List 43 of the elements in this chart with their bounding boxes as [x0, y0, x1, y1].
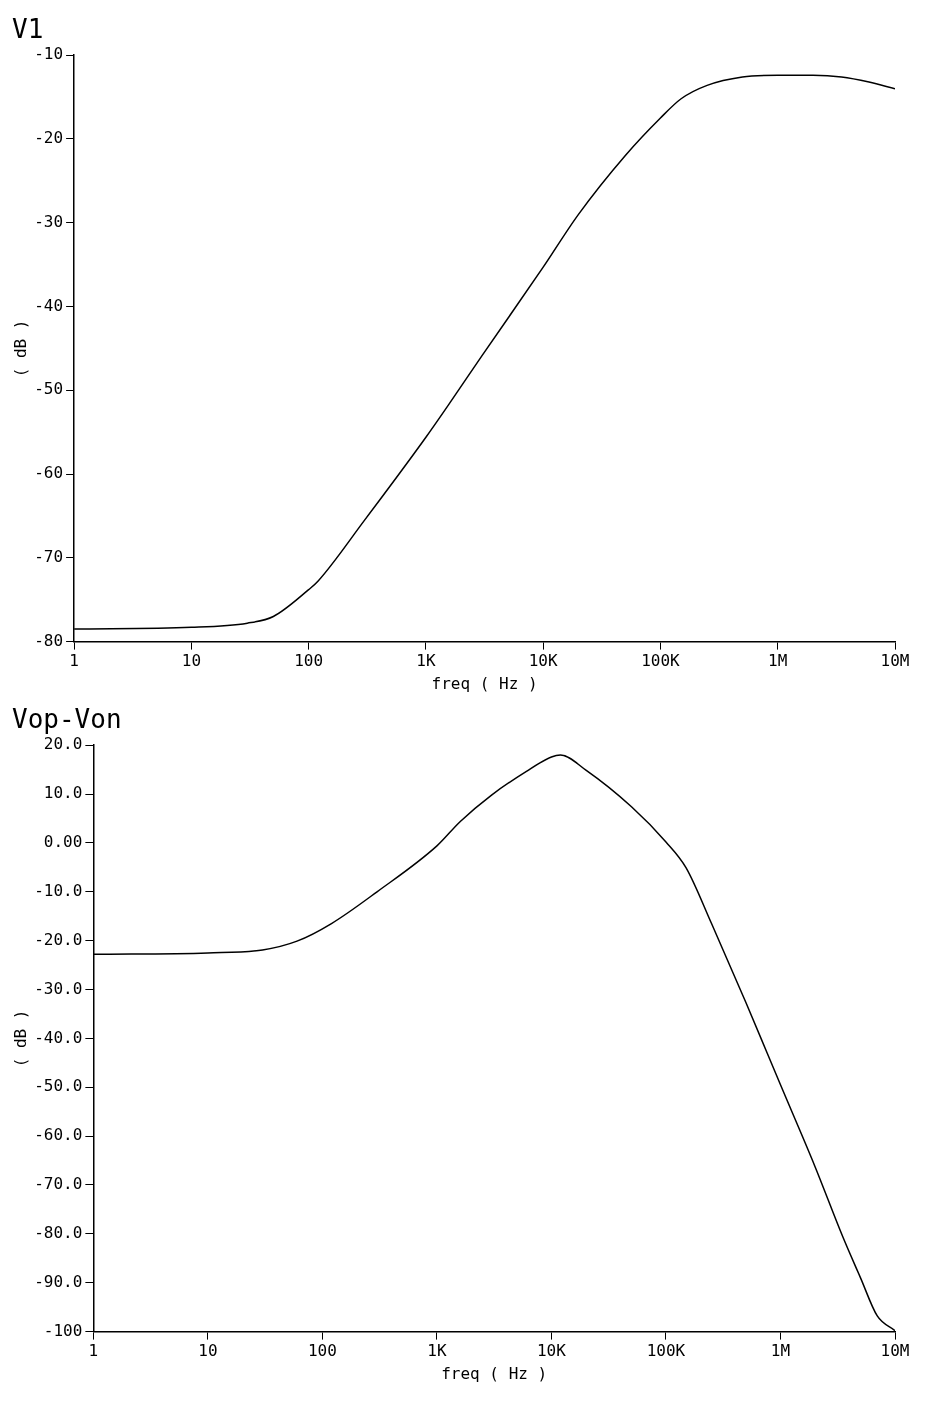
y-tick-label: -50.0	[34, 1076, 83, 1096]
y-tick-label: -30	[34, 211, 64, 231]
x-tick-label: 10K	[536, 1341, 567, 1361]
x-tick-label: 1M	[770, 1341, 791, 1361]
y-tick-label: -10	[34, 44, 64, 64]
y-tick-label: -30.0	[34, 978, 83, 998]
y-tick-label: -20.0	[34, 929, 83, 949]
x-tick-label: 1K	[427, 1341, 447, 1361]
x-tick-label: 100K	[646, 1341, 686, 1361]
x-tick-label: 10M	[880, 1341, 910, 1361]
chart-title: Vop-Von	[12, 704, 122, 735]
y-tick-label: 0.00	[43, 832, 83, 852]
x-tick-label: 100K	[641, 651, 681, 671]
y-tick-label: -70.0	[34, 1174, 83, 1194]
x-axis-title: freq ( Hz )	[431, 673, 538, 693]
y-tick-label: -60	[34, 463, 64, 483]
y-axis-title: ( dB )	[10, 1009, 30, 1068]
y-tick-label: -10.0	[34, 880, 83, 900]
chart-title: V1	[12, 14, 44, 45]
y-tick-label: 20.0	[43, 734, 83, 754]
x-tick-label: 10	[181, 651, 201, 671]
y-tick-label: -40.0	[34, 1027, 83, 1047]
y-tick-label: -80.0	[34, 1223, 83, 1243]
x-tick-label: 10K	[528, 651, 558, 671]
y-tick-label: -70	[34, 546, 64, 566]
y-tick-label: -20	[34, 128, 64, 148]
x-axis-title: freq ( Hz )	[441, 1363, 548, 1383]
y-tick-label: -60.0	[34, 1125, 83, 1145]
y-tick-label: -100	[43, 1320, 83, 1340]
x-tick-label: 10M	[880, 651, 910, 671]
y-tick-label: -80	[34, 630, 64, 650]
y-axis-title: ( dB )	[10, 319, 30, 378]
y-tick-label: -40	[34, 295, 64, 315]
y-tick-label: -90.0	[34, 1271, 83, 1291]
x-tick-label: 1M	[768, 651, 788, 671]
x-tick-label: 100	[294, 651, 324, 671]
x-tick-label: 100	[307, 1341, 337, 1361]
y-tick-label: -50	[34, 379, 64, 399]
y-tick-label: 10.0	[43, 783, 83, 803]
x-tick-label: 1	[69, 651, 79, 671]
x-tick-label: 1K	[416, 651, 436, 671]
x-tick-label: 1	[88, 1341, 99, 1361]
x-tick-label: 10	[198, 1341, 218, 1361]
